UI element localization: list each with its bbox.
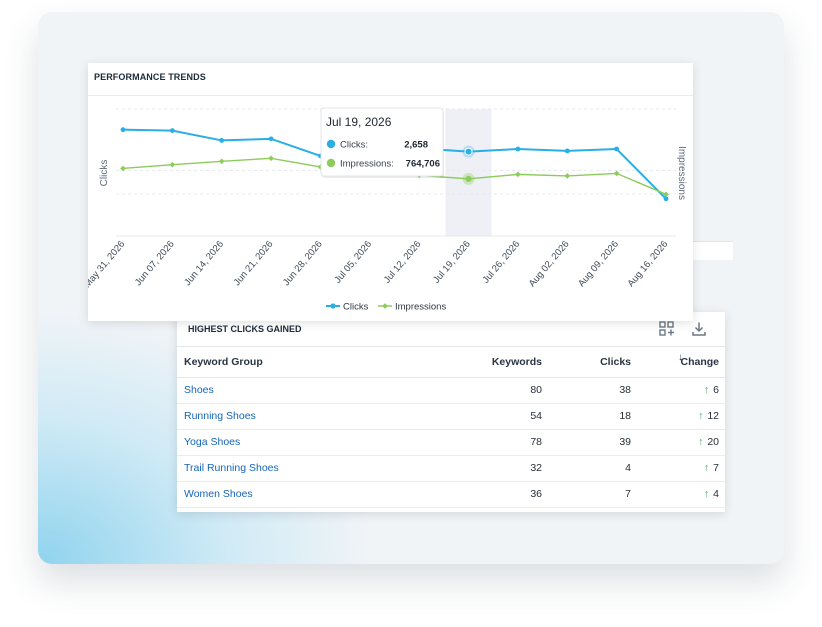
clicks-point: [663, 196, 669, 202]
tooltip-impressions-label: Impressions:: [340, 159, 394, 170]
arrow-up-icon: ↑: [703, 462, 710, 474]
tooltip-clicks-marker: [326, 139, 336, 149]
x-tick-label: May 31, 2026: [88, 239, 127, 290]
x-tick-label: Jul 05, 2026: [332, 239, 374, 286]
y-axis-left-label: Clicks: [99, 160, 110, 187]
tooltip-impressions-value: 764,706: [406, 159, 440, 170]
chart-title-divider: [88, 95, 693, 96]
table-header: Keyword Group Keywords Clicks ↓ Change: [177, 346, 725, 378]
background-sheet: [680, 241, 733, 260]
tooltip-impressions-marker: [326, 158, 336, 168]
x-tick-label: Jun 07, 2026: [133, 239, 177, 288]
clicks-count: 7: [625, 488, 631, 500]
tooltip-box: [320, 107, 444, 177]
legend-impressions-marker: [382, 303, 388, 309]
clicks-point: [169, 128, 175, 133]
table-row: Running Shoes 54 18 ↑ 12: [177, 403, 725, 430]
x-tick-label: Jun 28, 2026: [281, 239, 325, 288]
impressions-point: [613, 170, 620, 177]
performance-trends-card: PERFORMANCE TRENDS Clicks Impressions May …: [88, 63, 693, 321]
highest-clicks-card: HIGHEST CLICKS GAINED Keyword Group Keyw…: [177, 312, 725, 512]
tooltip-clicks-label: Clicks:: [340, 140, 368, 151]
clicks-count: 18: [619, 410, 631, 422]
table-row: Shoes 80 38 ↑ 6: [177, 377, 725, 404]
table-row: Trail Running Shoes 32 4 ↑ 7: [177, 455, 725, 482]
keyword-group-link[interactable]: Shoes: [184, 384, 214, 396]
highlight-band: [445, 109, 492, 236]
legend-impressions-label: Impressions: [395, 302, 446, 313]
arrow-up-icon: ↑: [703, 488, 710, 500]
keywords-count: 36: [530, 488, 542, 500]
legend-clicks-marker: [330, 303, 336, 309]
download-icon[interactable]: [690, 320, 708, 338]
tooltip-clicks-value: 2,658: [404, 140, 428, 151]
qr-code-icon[interactable]: [658, 320, 676, 338]
clicks-point: [120, 127, 126, 133]
table-row: Women Shoes 36 7 ↑ 4: [177, 481, 725, 508]
impressions-point: [268, 155, 274, 162]
tooltip-date: Jul 19, 2026: [326, 115, 392, 129]
impressions-point: [169, 161, 176, 168]
x-tick-label: Aug 09, 2026: [576, 239, 621, 289]
clicks-point: [564, 148, 570, 154]
clicks-point: [614, 146, 620, 152]
impressions-point: [515, 171, 521, 178]
change-value: ↑ 7: [703, 462, 719, 474]
column-change[interactable]: Change: [680, 356, 719, 368]
column-clicks[interactable]: Clicks: [600, 356, 631, 368]
table-row: Yoga Shoes 78 39 ↑ 20: [177, 429, 725, 456]
performance-trends-chart: Clicks Impressions May 31, 2026 Jun 07, 202…: [88, 107, 687, 313]
column-keyword-group[interactable]: Keyword Group: [184, 356, 263, 368]
clicks-point: [515, 146, 521, 152]
impressions-point: [663, 191, 669, 198]
clicks-point-highlight: [464, 147, 473, 156]
change-value: ↑ 20: [698, 436, 719, 448]
impressions-point: [564, 173, 571, 179]
x-tick-label: Jun 14, 2026: [182, 239, 226, 288]
keyword-group-link[interactable]: Women Shoes: [184, 488, 253, 500]
keyword-group-link[interactable]: Running Shoes: [184, 410, 256, 422]
keyword-group-link[interactable]: Yoga Shoes: [184, 436, 241, 448]
keyword-group-link[interactable]: Trail Running Shoes: [184, 462, 279, 474]
arrow-up-icon: ↑: [698, 436, 704, 448]
clicks-count: 38: [619, 384, 631, 396]
x-tick-label: Aug 16, 2026: [626, 239, 671, 289]
keywords-count: 54: [530, 410, 542, 422]
x-tick-label: Jun 21, 2026: [232, 239, 276, 288]
chart-title: PERFORMANCE TRENDS: [94, 72, 206, 82]
sort-desc-icon[interactable]: ↓: [678, 352, 683, 363]
clicks-point: [268, 136, 274, 142]
change-value: ↑ 6: [703, 384, 719, 396]
keywords-count: 32: [530, 462, 542, 474]
clicks-count: 39: [619, 436, 631, 448]
impressions-point: [218, 158, 225, 165]
clicks-count: 4: [625, 462, 631, 474]
legend-clicks-label: Clicks: [343, 302, 369, 313]
x-tick-label: Jul 19, 2026: [431, 239, 473, 286]
x-tick-label: Aug 02, 2026: [527, 239, 572, 289]
x-tick-label: Jul 26, 2026: [481, 239, 523, 286]
impressions-point-highlight: [465, 175, 472, 182]
clicks-point: [219, 138, 225, 143]
x-tick-label: Jul 12, 2026: [382, 239, 424, 286]
keywords-count: 80: [530, 384, 542, 396]
arrow-up-icon: ↑: [698, 410, 704, 422]
change-value: ↑ 4: [703, 488, 719, 500]
keywords-count: 78: [530, 436, 542, 448]
column-keywords[interactable]: Keywords: [491, 356, 542, 368]
arrow-up-icon: ↑: [703, 384, 710, 396]
y-axis-right-label: Impressions: [676, 146, 687, 200]
table-title: HIGHEST CLICKS GAINED: [188, 324, 302, 334]
change-value: ↑ 12: [698, 410, 719, 422]
